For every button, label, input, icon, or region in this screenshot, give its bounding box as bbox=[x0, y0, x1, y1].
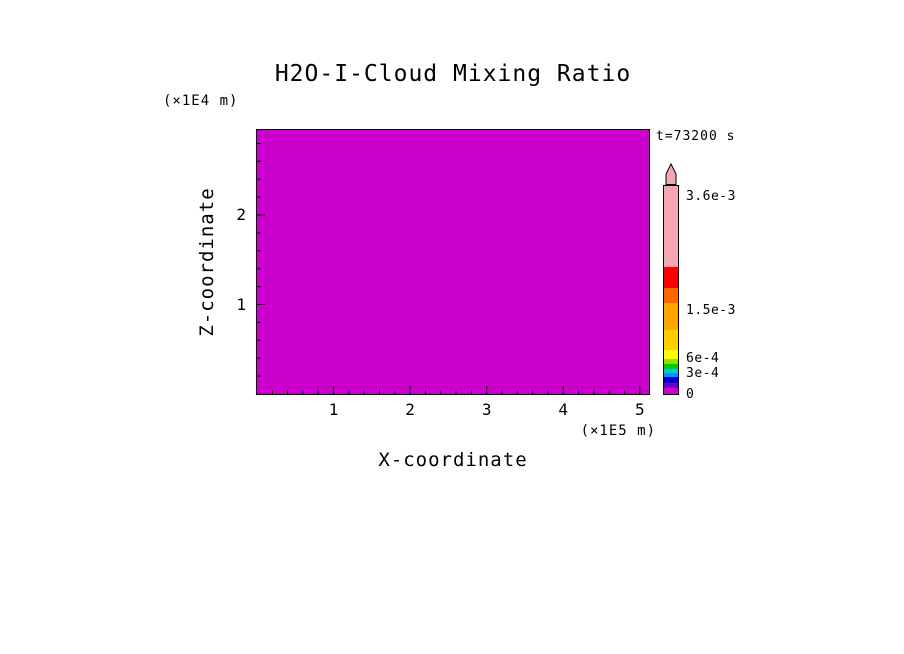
colorbar-tick-label: 3.6e-3 bbox=[686, 188, 736, 204]
x-axis-units-label: (×1E5 m) bbox=[580, 423, 656, 439]
x-tick-label: 2 bbox=[405, 400, 415, 419]
colorbar-tick-label: 1.5e-3 bbox=[686, 303, 736, 318]
x-axis-title: X-coordinate bbox=[378, 449, 528, 471]
chart-title: H2O-I-Cloud Mixing Ratio bbox=[274, 61, 632, 87]
y-tick-label: 1 bbox=[236, 294, 246, 314]
colorbar-segment bbox=[664, 382, 678, 388]
colorbar-segment bbox=[664, 267, 678, 289]
y-axis-units-label: (×1E4 m) bbox=[163, 93, 239, 109]
colorbar-segment bbox=[664, 387, 678, 394]
time-annotation: t=73200 s bbox=[656, 129, 736, 144]
colorbar-segment bbox=[664, 329, 678, 351]
colorbar-segment bbox=[664, 302, 678, 330]
x-tick-label: 3 bbox=[481, 400, 492, 419]
colorbar-segment bbox=[664, 358, 678, 364]
plot-area bbox=[256, 129, 650, 395]
colorbar-overflow-arrow-icon bbox=[665, 163, 677, 185]
colorbar-segment bbox=[664, 369, 678, 374]
axis-ticks bbox=[257, 142, 641, 394]
colorbar-scale bbox=[663, 185, 679, 395]
colorbar-segment bbox=[664, 373, 678, 378]
colorbar-segment bbox=[664, 363, 678, 370]
y-axis-title: Z-coordinate bbox=[196, 187, 218, 337]
colorbar-tick-label: 6e-4 bbox=[686, 351, 720, 367]
colorbar-segment bbox=[664, 288, 678, 303]
x-tick-label: 5 bbox=[634, 400, 645, 419]
colorbar-tick-label: 3e-4 bbox=[686, 366, 720, 381]
x-tick-label: 1 bbox=[328, 400, 339, 419]
colorbar bbox=[663, 163, 679, 395]
colorbar-tick-label: 0 bbox=[686, 387, 695, 402]
colorbar-segment bbox=[664, 186, 678, 268]
colorbar-segment bbox=[664, 377, 678, 383]
y-tick-label: 2 bbox=[236, 205, 246, 225]
x-tick-label: 4 bbox=[558, 400, 569, 419]
colorbar-segment bbox=[664, 350, 678, 359]
